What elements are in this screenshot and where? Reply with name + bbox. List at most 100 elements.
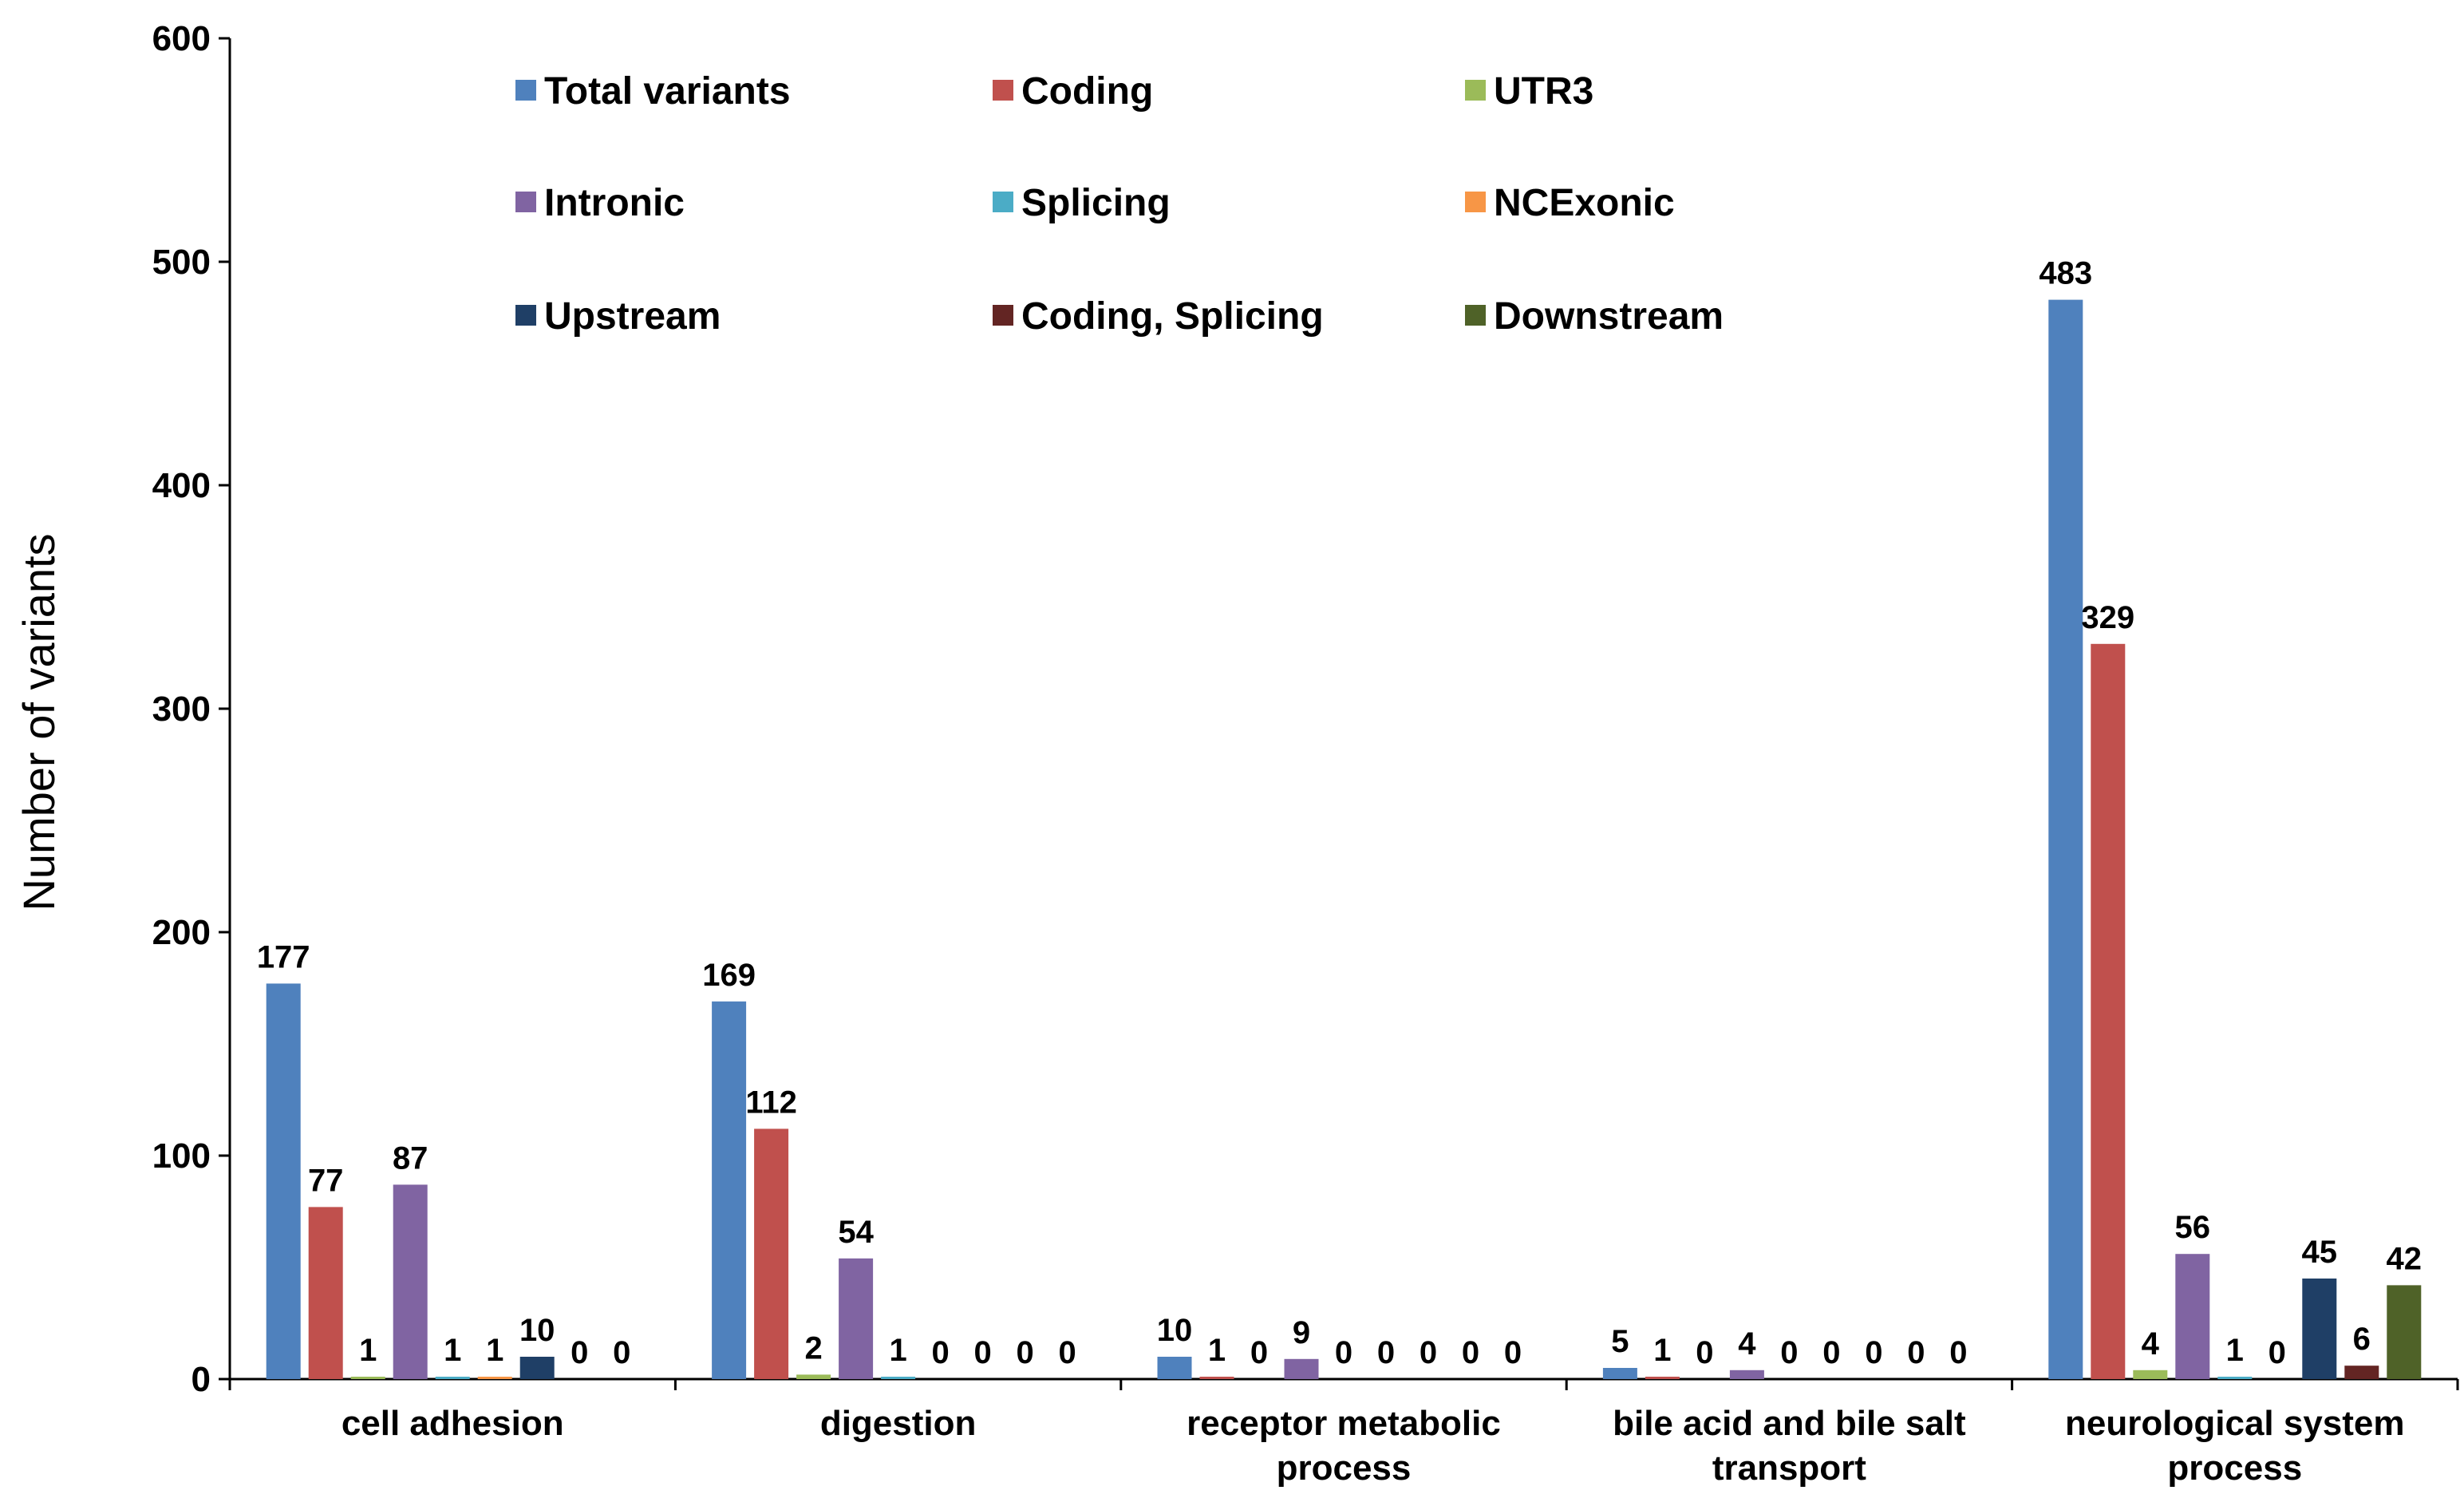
category-label: receptor metabolic process [1187,1404,1501,1488]
bar-downstream [2387,1285,2422,1379]
bar-coding [754,1128,789,1379]
legend-label: Intronic [544,182,685,224]
data-label: 0 [613,1335,630,1370]
category-label: bile acid and bile salt transport [1613,1404,1966,1488]
bars [266,299,2422,1380]
category-label: cell adhesion [342,1404,564,1443]
data-label: 1 [1653,1333,1671,1368]
bar-upstream [2302,1279,2337,1379]
y-tick-label: 200 [152,913,211,952]
data-label: 0 [1822,1335,1840,1370]
legend-swatch [515,80,536,101]
legend-item: Upstream [515,295,721,338]
bar-intronic [2175,1254,2210,1379]
x-axis: cell adhesion digestion receptor metabolic… [228,1377,2459,1488]
bar-upstream [519,1357,555,1379]
data-label: 54 [838,1215,874,1250]
data-label: 0 [1420,1335,1437,1370]
bar-splicing [2217,1377,2253,1379]
data-label: 0 [1696,1335,1713,1370]
data-label: 483 [2039,256,2092,291]
data-label: 0 [1377,1335,1395,1370]
legend-swatch [1465,192,1486,212]
bar-coding [1199,1377,1234,1379]
data-label: 0 [1949,1335,1967,1370]
legend-label: Splicing [1021,182,1171,224]
legend-swatch [515,305,536,326]
legend-swatch [1465,305,1486,326]
legend-swatch [993,192,1013,212]
bar-utr3 [2133,1370,2168,1379]
data-label: 329 [2081,600,2134,635]
y-tick-label: 0 [192,1360,211,1399]
data-label: 1 [2226,1333,2244,1368]
data-label: 0 [1058,1335,1076,1370]
data-label: 0 [1250,1335,1268,1370]
legend-item: Intronic [515,182,685,224]
data-label: 45 [2302,1235,2338,1270]
y-tick-label: 500 [152,243,211,282]
bar-intronic [839,1258,874,1379]
legend-label: NCExonic [1494,182,1675,224]
data-label: 6 [2353,1322,2371,1357]
data-label: 0 [973,1335,991,1370]
data-label: 1 [444,1333,461,1368]
legend-item: NCExonic [1465,182,1675,224]
data-label: 87 [393,1140,428,1176]
data-label: 42 [2387,1241,2423,1276]
bar-coding-splicing [2344,1366,2379,1379]
data-label: 0 [2269,1335,2286,1370]
bar-coding [308,1207,343,1379]
legend-swatch [515,192,536,212]
data-label: 56 [2175,1210,2211,1245]
data-label: 112 [745,1085,797,1120]
legend-item: UTR3 [1465,70,1593,113]
data-label: 10 [519,1313,555,1348]
legend-label: Coding [1021,70,1153,113]
bar-ncexonic [477,1377,512,1379]
data-label: 0 [1016,1335,1033,1370]
data-label: 0 [1462,1335,1479,1370]
data-label: 0 [1780,1335,1798,1370]
legend-item: Coding [993,70,1153,113]
legend-item: Total variants [515,70,791,113]
data-label: 1 [486,1333,503,1368]
data-label: 0 [1907,1335,1925,1370]
legend-item: Coding, Splicing [993,295,1324,338]
data-label: 77 [308,1163,344,1198]
legend-swatch [1465,80,1486,101]
data-label: 2 [804,1330,822,1366]
data-label: 0 [931,1335,949,1370]
bar-utr3 [350,1377,385,1379]
data-label: 0 [1504,1335,1522,1370]
data-label: 0 [571,1335,588,1370]
bar-intronic [393,1184,428,1379]
legend: Total variants Coding UTR3 Intronic Splicing… [515,70,1724,338]
bar-intronic [1284,1358,1319,1379]
data-label: 169 [702,958,756,993]
bar-utr3 [796,1374,831,1379]
bar-intronic [1729,1370,1764,1379]
bar-splicing [435,1377,470,1379]
y-axis-title: Number of variants [14,533,64,911]
data-label: 4 [1738,1326,1756,1362]
legend-item: Splicing [993,182,1171,224]
y-tick-label: 400 [152,466,211,505]
data-label: 1 [889,1333,906,1368]
bar-total-variants [266,983,301,1379]
data-label: 0 [1335,1335,1352,1370]
bar-total-variants [712,1001,747,1379]
data-label: 4 [2142,1326,2160,1362]
data-label: 1 [1208,1333,1226,1368]
legend-label: Downstream [1494,295,1724,338]
category-label: digestion [820,1404,977,1443]
legend-label: UTR3 [1494,70,1593,113]
legend-label: Coding, Splicing [1021,295,1324,338]
bar-total-variants [2048,299,2083,1380]
data-label: 0 [1865,1335,1882,1370]
bar-coding [1645,1377,1680,1379]
y-tick-label: 600 [152,19,211,58]
y-tick-label: 100 [152,1136,211,1176]
